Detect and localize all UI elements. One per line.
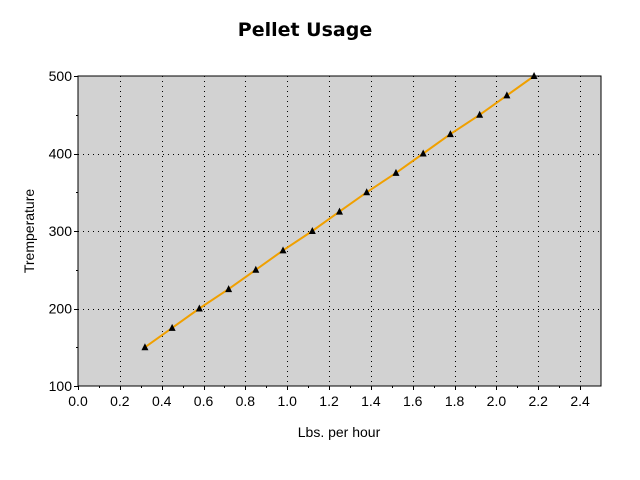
- y-tick-label: 200: [49, 301, 73, 317]
- y-tick-label: 400: [49, 146, 73, 162]
- x-tick-label: 1.0: [277, 393, 297, 409]
- x-tick-label: 2.2: [529, 393, 549, 409]
- data-point: [392, 168, 400, 176]
- x-tick-labels: 0.0 0.2 0.4 0.6 0.8 1.0 1.2 1.4 1.6 1.8 2.0 2.2 2.4: [68, 393, 590, 409]
- x-tick-label: 0.0: [68, 393, 88, 409]
- data-point: [225, 285, 233, 293]
- y-tick-label: 100: [49, 378, 73, 394]
- data-point: [168, 323, 176, 331]
- chart-title: Pellet Usage: [238, 19, 372, 41]
- x-tick-label: 0.8: [236, 393, 256, 409]
- x-tick-label: 0.4: [152, 393, 172, 409]
- x-tick-label: 0.6: [194, 393, 214, 409]
- x-tick-label: 1.6: [403, 393, 423, 409]
- x-axis-label: Lbs. per hour: [298, 424, 381, 440]
- x-tick-label: 2.4: [570, 393, 590, 409]
- data-point: [419, 149, 427, 157]
- data-point: [530, 72, 538, 79]
- data-point: [195, 304, 203, 312]
- y-tick-label: 300: [49, 223, 73, 239]
- data-point: [252, 265, 260, 273]
- x-tick-label: 0.2: [110, 393, 130, 409]
- data-point: [446, 130, 454, 138]
- series-layer: [141, 72, 538, 351]
- data-point: [476, 110, 484, 118]
- y-tick-labels: 100 200 300 400 500: [49, 68, 73, 394]
- data-point: [308, 227, 316, 234]
- axis-ticks: [74, 76, 581, 390]
- grid-lines: [78, 76, 601, 386]
- data-point: [336, 207, 343, 215]
- data-point: [503, 91, 511, 99]
- x-tick-label: 1.2: [319, 393, 339, 409]
- y-axis-label: Tremperature: [21, 189, 37, 274]
- data-point: [279, 246, 287, 254]
- x-tick-label: 2.0: [487, 393, 507, 409]
- y-tick-label: 500: [49, 68, 73, 84]
- x-tick-label: 1.4: [361, 393, 381, 409]
- data-point: [141, 343, 149, 351]
- x-tick-label: 1.8: [445, 393, 465, 409]
- data-point: [363, 188, 371, 196]
